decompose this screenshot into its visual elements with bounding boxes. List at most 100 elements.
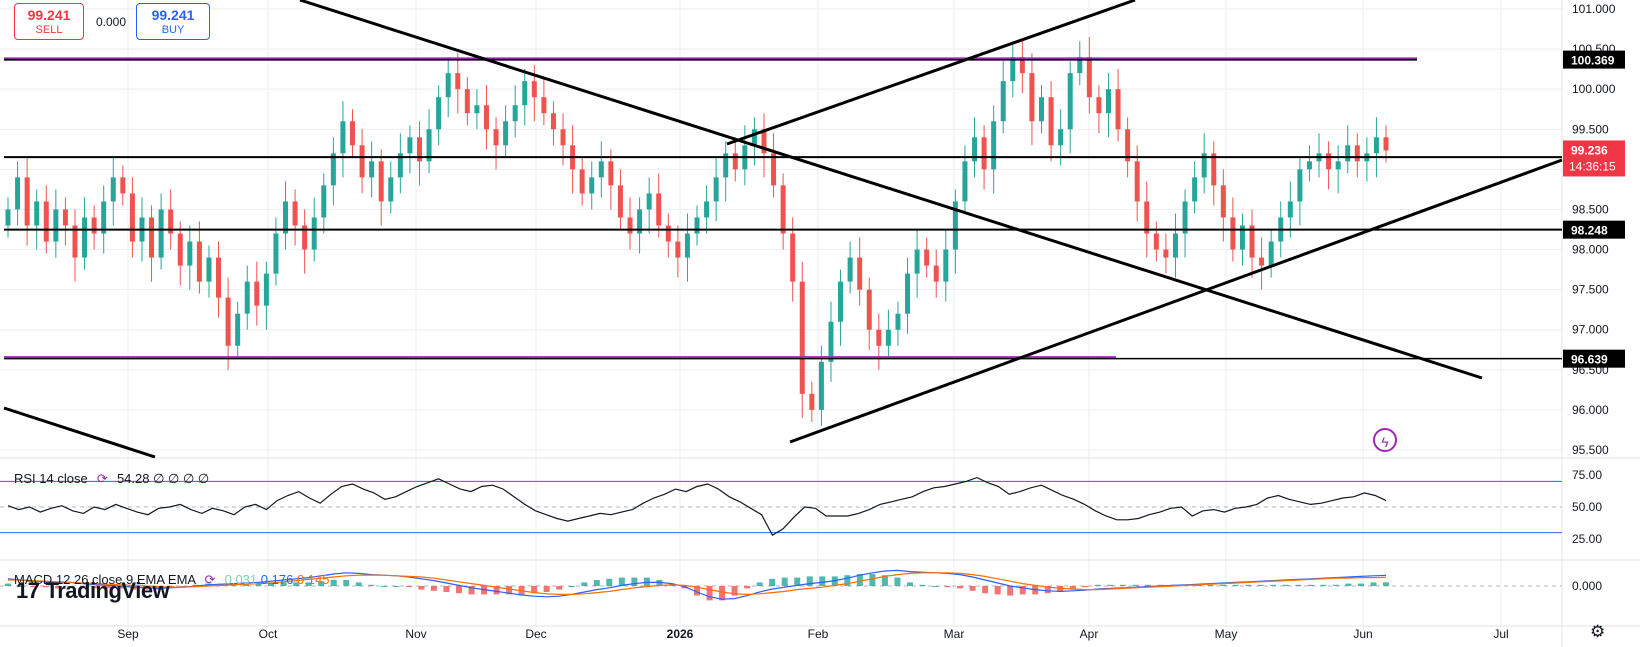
trendline-lower-left xyxy=(3,406,156,459)
macd-histogram-bar xyxy=(643,577,650,586)
candle-body xyxy=(876,329,882,346)
macd-histogram-bar xyxy=(1357,583,1364,586)
macd-histogram-bar xyxy=(355,582,362,586)
macd-histogram-bar xyxy=(844,575,851,586)
gear-icon[interactable]: ⚙ xyxy=(1590,622,1606,641)
candle-body xyxy=(330,153,336,186)
candle-body xyxy=(273,233,279,274)
rsi-value: 54.28 xyxy=(116,471,150,486)
candle-body xyxy=(962,161,968,202)
macd-histogram-bar xyxy=(1370,582,1377,586)
candle-body xyxy=(1287,201,1293,218)
candle-body xyxy=(263,273,269,306)
candle-body xyxy=(1249,225,1255,258)
macd-histogram-bar xyxy=(380,586,387,587)
candle-body xyxy=(34,201,40,226)
macd-histogram-bar xyxy=(894,577,901,586)
last-price-label-bg xyxy=(1563,140,1625,177)
candle-body xyxy=(857,257,863,290)
time-axis-label: Jul xyxy=(1493,627,1508,641)
candle-body xyxy=(407,137,413,154)
candle-body xyxy=(1172,233,1178,258)
candle-body xyxy=(617,185,623,218)
macd-histogram-bar xyxy=(1132,584,1139,586)
candle-body xyxy=(924,249,930,266)
time-axis-label: Jun xyxy=(1353,627,1372,641)
macd-histogram-bar xyxy=(468,586,475,595)
macd-histogram-bar xyxy=(794,577,801,586)
candle-body xyxy=(866,289,872,330)
candle-body xyxy=(818,361,824,410)
candle-body xyxy=(216,257,222,298)
trendline-up-lower xyxy=(789,158,1563,444)
macd-histogram-bar xyxy=(443,586,450,592)
trendline-up-upper xyxy=(726,0,1136,146)
candle-body xyxy=(254,281,260,306)
candle-body xyxy=(43,201,49,242)
macd-histogram-bar xyxy=(631,577,638,586)
buy-button[interactable]: 99.241 BUY xyxy=(136,3,210,40)
macd-histogram-bar xyxy=(80,586,87,588)
tradingview-logo[interactable]: 17 TradingView xyxy=(16,578,170,604)
macd-histogram-bar xyxy=(243,583,250,586)
macd-histogram-bar xyxy=(694,586,700,596)
candle-body xyxy=(1029,73,1035,122)
candle-body xyxy=(206,257,212,282)
price-tick-label: 98.500 xyxy=(1572,202,1609,216)
last-price-label: 99.236 xyxy=(1571,143,1608,157)
candle-body xyxy=(1134,161,1140,202)
candle-body xyxy=(340,121,346,154)
refresh-icon[interactable]: ⟳ xyxy=(96,471,108,486)
price-tick-label: 96.000 xyxy=(1572,403,1609,417)
macd-legend[interactable]: MACD 12 26 close 9 EMA EMA ⟳ 0.031 0.176… xyxy=(14,572,330,588)
candle-body xyxy=(397,153,403,178)
macd-histogram-bar xyxy=(756,582,763,586)
macd-histogram-bar xyxy=(418,586,425,590)
macd-histogram-bar xyxy=(255,583,262,586)
candle-body xyxy=(15,177,21,210)
candle-body xyxy=(732,153,738,170)
macd-histogram-bar xyxy=(405,586,412,588)
macd-hist-value: 0.031 xyxy=(224,572,258,587)
candle-body xyxy=(579,169,585,194)
candle-body xyxy=(283,201,289,234)
candle-body xyxy=(292,201,298,226)
refresh-icon[interactable]: ⟳ xyxy=(204,572,216,587)
candle-body xyxy=(62,209,68,226)
macd-histogram-bar xyxy=(1257,584,1264,586)
macd-line-value: 0.176 xyxy=(260,572,294,587)
rsi-legend[interactable]: RSI 14 close ⟳ 54.28 ∅ ∅ ∅ ∅ xyxy=(14,471,209,487)
candle-body xyxy=(1268,241,1274,266)
candle-body xyxy=(311,217,317,250)
rsi-line xyxy=(7,476,1387,537)
macd-histogram-bar xyxy=(869,574,876,586)
candle-body xyxy=(1192,177,1198,202)
macd-histogram-bar xyxy=(1082,586,1089,588)
time-axis-label: Dec xyxy=(525,627,546,641)
lightning-icon[interactable]: ϟ xyxy=(1373,428,1397,452)
candle-body xyxy=(244,281,250,314)
macd-signal-value: 0.145 xyxy=(296,572,330,587)
macd-histogram-bar xyxy=(957,586,964,589)
time-axis-label: May xyxy=(1215,627,1238,641)
candle-body xyxy=(1259,257,1265,266)
macd-histogram-bar xyxy=(1282,584,1289,586)
candle-body xyxy=(1201,153,1207,178)
candle-body xyxy=(1345,145,1351,162)
macd-histogram-bar xyxy=(1107,584,1114,586)
countdown-label: 14:36:15 xyxy=(1569,159,1616,173)
price-tick-label: 95.500 xyxy=(1572,443,1609,457)
macd-histogram-bar xyxy=(1069,586,1076,590)
macd-histogram-bar xyxy=(1044,586,1051,594)
candle-body xyxy=(665,225,671,242)
level-label: 100.369 xyxy=(1571,54,1615,68)
macd-histogram-bar xyxy=(1320,584,1327,586)
candle-body xyxy=(388,177,394,202)
sell-button[interactable]: 99.241 SELL xyxy=(14,3,84,40)
candle-body xyxy=(1105,89,1111,114)
candle-body xyxy=(168,209,174,234)
macd-histogram-bar xyxy=(42,586,49,588)
macd-histogram-bar xyxy=(393,586,400,587)
candle-body xyxy=(149,217,155,258)
